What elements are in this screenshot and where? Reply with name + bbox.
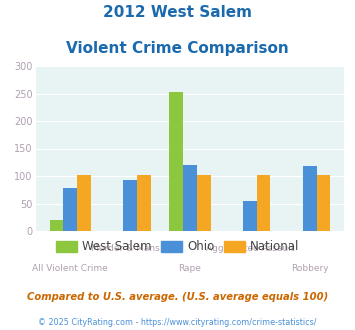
Bar bbox=[63, 188, 77, 231]
Text: © 2025 CityRating.com - https://www.cityrating.com/crime-statistics/: © 2025 CityRating.com - https://www.city… bbox=[38, 318, 317, 327]
Text: Compared to U.S. average. (U.S. average equals 100): Compared to U.S. average. (U.S. average … bbox=[27, 292, 328, 302]
Bar bbox=[50, 220, 63, 231]
Text: Aggravated Assault: Aggravated Assault bbox=[206, 244, 294, 253]
Text: All Violent Crime: All Violent Crime bbox=[32, 264, 108, 273]
Bar bbox=[303, 166, 317, 231]
Text: 2012 West Salem: 2012 West Salem bbox=[103, 5, 252, 20]
Text: Murder & Mans...: Murder & Mans... bbox=[91, 244, 169, 253]
Text: Violent Crime Comparison: Violent Crime Comparison bbox=[66, 41, 289, 56]
Bar bbox=[243, 201, 257, 231]
Text: Robbery: Robbery bbox=[291, 264, 328, 273]
Bar bbox=[169, 92, 183, 231]
Bar bbox=[257, 175, 271, 231]
Bar bbox=[123, 180, 137, 231]
Text: Rape: Rape bbox=[179, 264, 201, 273]
Legend: West Salem, Ohio, National: West Salem, Ohio, National bbox=[51, 236, 304, 258]
Bar bbox=[137, 175, 151, 231]
Bar bbox=[183, 165, 197, 231]
Bar bbox=[77, 175, 91, 231]
Bar bbox=[317, 175, 330, 231]
Bar bbox=[197, 175, 211, 231]
